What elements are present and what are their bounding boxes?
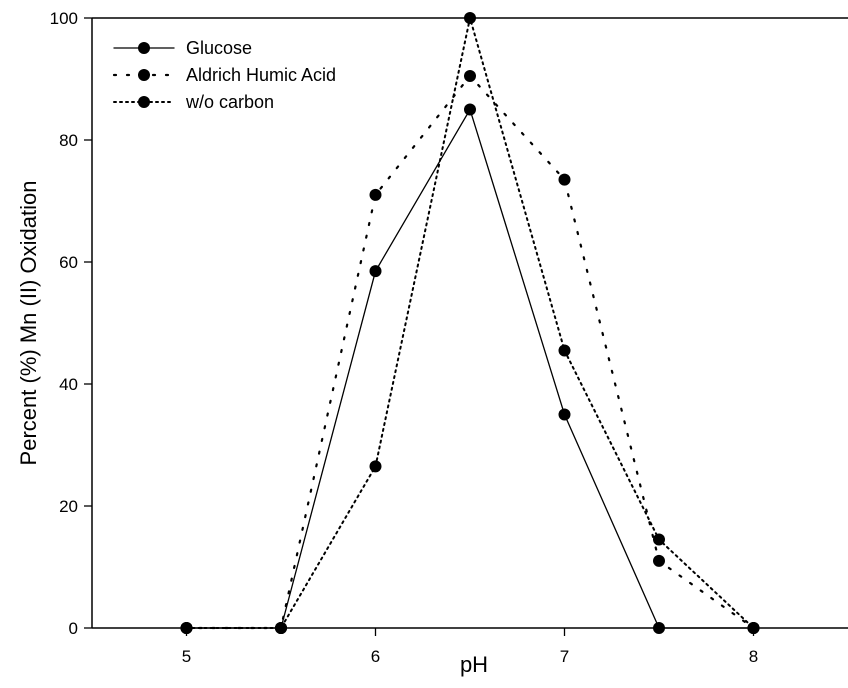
legend-label: Glucose — [186, 38, 252, 58]
data-point — [464, 69, 476, 82]
data-point — [275, 622, 287, 634]
legend-label: Aldrich Humic Acid — [186, 65, 336, 85]
data-point — [747, 622, 760, 634]
legend-marker — [138, 42, 150, 54]
x-tick-label: 8 — [749, 647, 758, 666]
y-tick-label: 80 — [59, 131, 78, 150]
data-point — [464, 103, 476, 116]
x-tick-label: 5 — [182, 647, 191, 666]
x-tick-label: 6 — [371, 647, 380, 666]
x-tick-label: 7 — [560, 647, 569, 666]
series-line — [185, 74, 755, 630]
series-1 — [180, 103, 760, 634]
legend-label: w/o carbon — [185, 92, 274, 112]
y-tick-label: 0 — [69, 619, 78, 638]
data-point — [558, 408, 571, 421]
data-point — [369, 265, 382, 278]
data-point — [653, 622, 665, 634]
series-2 — [180, 69, 760, 634]
y-tick-label: 20 — [59, 497, 78, 516]
series-layer — [180, 12, 760, 634]
data-point — [180, 622, 193, 634]
legend-marker — [138, 69, 150, 81]
x-axis-title: pH — [460, 652, 488, 677]
legend-marker — [138, 96, 150, 108]
y-tick-label: 100 — [50, 9, 78, 28]
data-point — [653, 554, 665, 567]
series-3 — [180, 12, 760, 634]
data-point — [653, 533, 665, 546]
legend: Glucose Aldrich Humic Acid w/o carbon — [112, 38, 336, 112]
series-line — [185, 107, 755, 629]
y-tick-label: 40 — [59, 375, 78, 394]
data-point — [464, 12, 476, 24]
y-tick-label: 60 — [59, 253, 78, 272]
data-point — [369, 188, 382, 201]
data-point — [369, 460, 382, 473]
y-axis-title: Percent (%) Mn (II) Oxidation — [16, 181, 41, 466]
data-point — [558, 344, 571, 357]
data-point — [558, 173, 571, 186]
